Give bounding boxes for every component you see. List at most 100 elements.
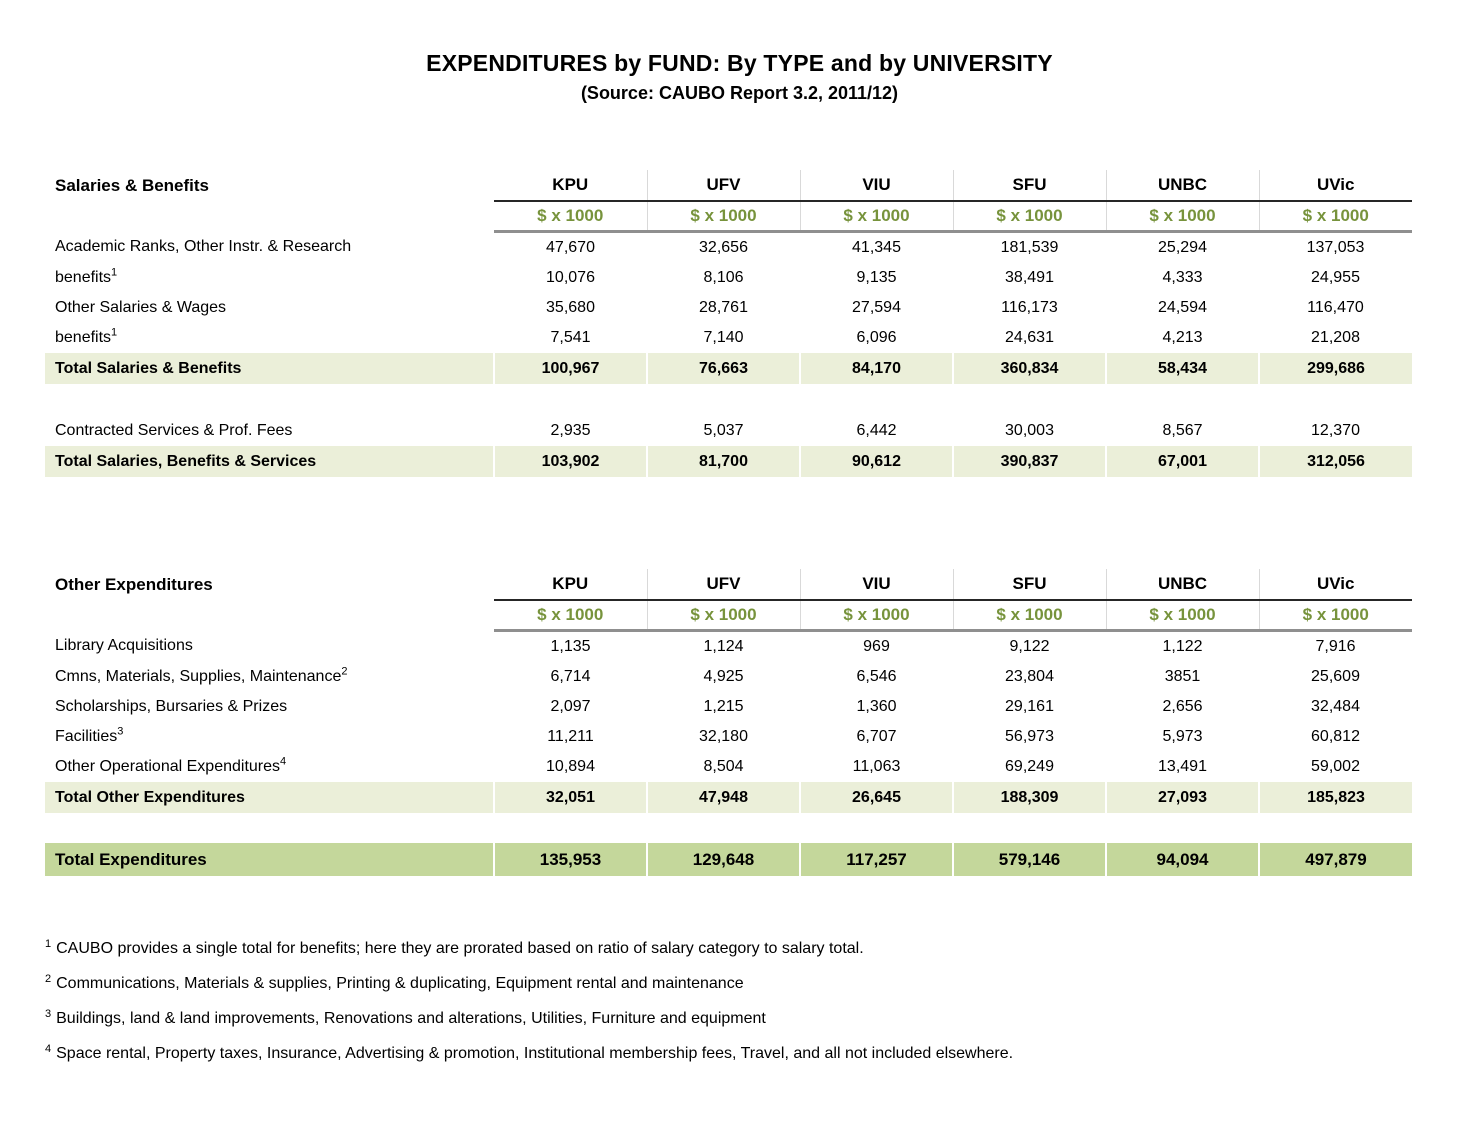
cell-value: 1,360 [856, 698, 897, 715]
section-title-other: Other Expenditures [55, 574, 213, 594]
unit-header-row: $ x 1000 $ x 1000 $ x 1000 $ x 1000 $ x … [45, 600, 1412, 632]
footnote-marker: 4 [45, 1042, 52, 1055]
row-label: Academic Ranks, Other Instr. & Research [55, 238, 352, 256]
cell-value: 47,670 [546, 239, 595, 256]
cell-value: 7,916 [1315, 638, 1356, 655]
cell-value: 10,076 [546, 269, 595, 286]
footnote-marker: 2 [45, 972, 52, 985]
column-header-uvic: UVic [1258, 569, 1412, 601]
cell-value: 32,656 [699, 239, 748, 256]
footnote-4: 4 Space rental, Property taxes, Insurance… [45, 1042, 1014, 1062]
total-row-other-expenditures: Total Other Expenditures 32,051 47,948 2… [45, 782, 1412, 813]
footnote-marker: 1 [45, 937, 52, 950]
spacer-row [45, 384, 1412, 416]
cell-value: 4,213 [1162, 329, 1203, 346]
table-row: Other Operational Expenditures4 10,894 8… [45, 752, 1412, 782]
column-header-ufv: UFV [646, 569, 800, 601]
table-row: Cmns, Materials, Supplies, Maintenance2 … [45, 662, 1412, 692]
cell-value: 188,309 [952, 782, 1106, 813]
cell-value: 23,804 [1005, 668, 1054, 685]
page-title: EXPENDITURES by FUND: By TYPE and by UNI… [426, 50, 1053, 76]
cell-value: 6,096 [856, 329, 897, 346]
cell-value: 116,470 [1307, 299, 1364, 316]
cell-value: 103,902 [493, 446, 647, 477]
footnote-2: 2 Communications, Materials & supplies, P… [45, 972, 744, 992]
table-row: Contracted Services & Prof. Fees 2,935 5… [45, 416, 1412, 446]
cell-value: 6,442 [856, 422, 897, 439]
row-label: Cmns, Materials, Supplies, Maintenance2 [55, 665, 348, 685]
cell-value: 137,053 [1306, 239, 1365, 256]
table-row: Academic Ranks, Other Instr. & Research … [45, 232, 1412, 264]
column-header-kpu: KPU [494, 569, 647, 601]
cell-value: 8,504 [703, 758, 744, 775]
table-row: benefits1 10,076 8,106 9,135 38,491 4,33… [45, 263, 1412, 293]
cell-value: 6,707 [856, 728, 897, 745]
row-label: Total Expenditures [45, 843, 494, 876]
cell-value: 360,834 [952, 353, 1106, 384]
cell-value: 12,370 [1311, 422, 1360, 439]
unit-label: $ x 1000 [1105, 600, 1259, 632]
row-label: benefits1 [55, 266, 118, 286]
cell-value: 35,680 [546, 299, 595, 316]
cell-value: 32,180 [699, 728, 748, 745]
cell-value: 1,124 [703, 638, 744, 655]
cell-value: 11,211 [547, 728, 594, 745]
cell-value: 5,037 [703, 422, 744, 439]
total-row-salaries-benefits: Total Salaries & Benefits 100,967 76,663… [45, 353, 1412, 384]
page-subtitle: (Source: CAUBO Report 3.2, 2011/12) [580, 83, 899, 103]
cell-value: 30,003 [1005, 422, 1054, 439]
cell-value: 58,434 [1105, 353, 1259, 384]
cell-value: 47,948 [646, 782, 800, 813]
cell-value: 25,294 [1158, 239, 1207, 256]
row-label: Facilities3 [55, 725, 124, 745]
footnote-ref: 1 [111, 266, 118, 279]
cell-value: 10,894 [546, 758, 595, 775]
footnote-ref: 4 [280, 755, 287, 768]
column-header-viu: VIU [799, 569, 953, 601]
cell-value: 9,135 [856, 269, 897, 286]
cell-value: 2,097 [550, 698, 591, 715]
cell-value: 60,812 [1311, 728, 1360, 745]
cell-value: 390,837 [952, 446, 1106, 477]
cell-value: 497,879 [1258, 843, 1412, 876]
unit-label: $ x 1000 [1105, 201, 1259, 233]
cell-value: 8,567 [1162, 422, 1203, 439]
row-label: Total Salaries, Benefits & Services [45, 446, 494, 477]
cell-value: 6,546 [856, 668, 897, 685]
cell-value: 67,001 [1105, 446, 1259, 477]
report-header: EXPENDITURES by FUND: By TYPE and by UNI… [45, 50, 1434, 104]
cell-value: 29,161 [1005, 698, 1054, 715]
table-row: Scholarships, Bursaries & Prizes 2,097 1… [45, 692, 1412, 722]
cell-value: 1,122 [1162, 638, 1203, 655]
cell-value: 69,249 [1005, 758, 1054, 775]
row-label: Library Acquisitions [55, 637, 193, 655]
cell-value: 969 [863, 638, 890, 655]
cell-value: 41,345 [852, 239, 901, 256]
table-row: Other Salaries & Wages 35,680 28,761 27,… [45, 293, 1412, 323]
unit-label: $ x 1000 [1258, 201, 1412, 233]
cell-value: 7,140 [703, 329, 744, 346]
cell-value: 24,631 [1005, 329, 1054, 346]
cell-value: 13,491 [1158, 758, 1207, 775]
other-expenditures-table: Other Expenditures KPU UFV VIU SFU UNBC … [45, 569, 1412, 813]
column-header-viu: VIU [799, 170, 953, 202]
row-label: benefits1 [55, 326, 118, 346]
column-header-uvic: UVic [1258, 170, 1412, 202]
university-header-row: Other Expenditures KPU UFV VIU SFU UNBC … [45, 569, 1412, 601]
footnote-1: 1 CAUBO provides a single total for benef… [45, 937, 864, 957]
table-row: benefits1 7,541 7,140 6,096 24,631 4,213… [45, 323, 1412, 353]
cell-value: 94,094 [1105, 843, 1259, 876]
cell-value: 312,056 [1258, 446, 1412, 477]
cell-value: 3851 [1164, 668, 1201, 685]
footnote-ref: 3 [117, 725, 124, 738]
cell-value: 117,257 [799, 843, 953, 876]
cell-value: 81,700 [646, 446, 800, 477]
total-row-expenditures: Total Expenditures 135,953 129,648 117,2… [45, 843, 1412, 876]
unit-label: $ x 1000 [646, 201, 800, 233]
column-header-kpu: KPU [494, 170, 647, 202]
cell-value: 76,663 [646, 353, 800, 384]
cell-value: 1,215 [703, 698, 744, 715]
cell-value: 135,953 [493, 843, 647, 876]
column-header-sfu: SFU [952, 170, 1106, 202]
